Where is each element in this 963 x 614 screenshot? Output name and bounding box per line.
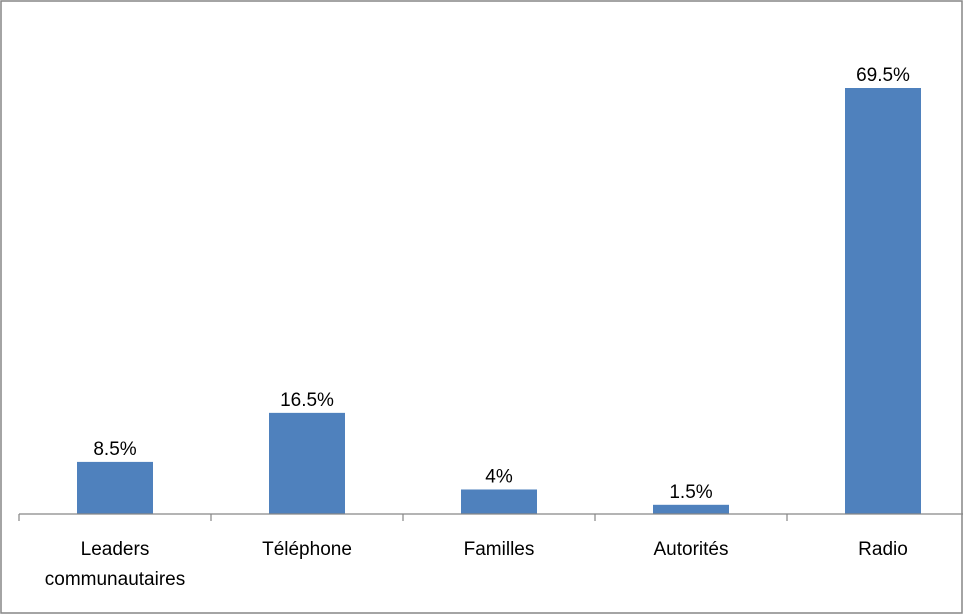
data-label: 1.5%	[669, 482, 712, 503]
category-label: Téléphone	[262, 539, 352, 560]
category-label: Leaders communautaires	[45, 539, 185, 590]
bar	[653, 504, 729, 514]
data-label: 16.5%	[280, 390, 334, 411]
category-label: Autorités	[654, 539, 729, 560]
bar	[845, 88, 921, 514]
bar	[269, 412, 345, 514]
x-axis-ticks	[18, 514, 788, 521]
bars-group	[77, 88, 921, 514]
category-label: Radio	[858, 539, 908, 560]
category-label: Familles	[464, 539, 535, 560]
data-label: 8.5%	[93, 439, 136, 460]
bar	[461, 489, 537, 514]
data-labels: 8.5% 16.5% 4% 1.5% 69.5%	[93, 65, 910, 503]
data-label: 69.5%	[856, 65, 910, 86]
data-label: 4%	[485, 466, 513, 487]
category-labels: Leaders communautaires Téléphone Familles Au…	[45, 539, 908, 590]
bar	[77, 461, 153, 514]
